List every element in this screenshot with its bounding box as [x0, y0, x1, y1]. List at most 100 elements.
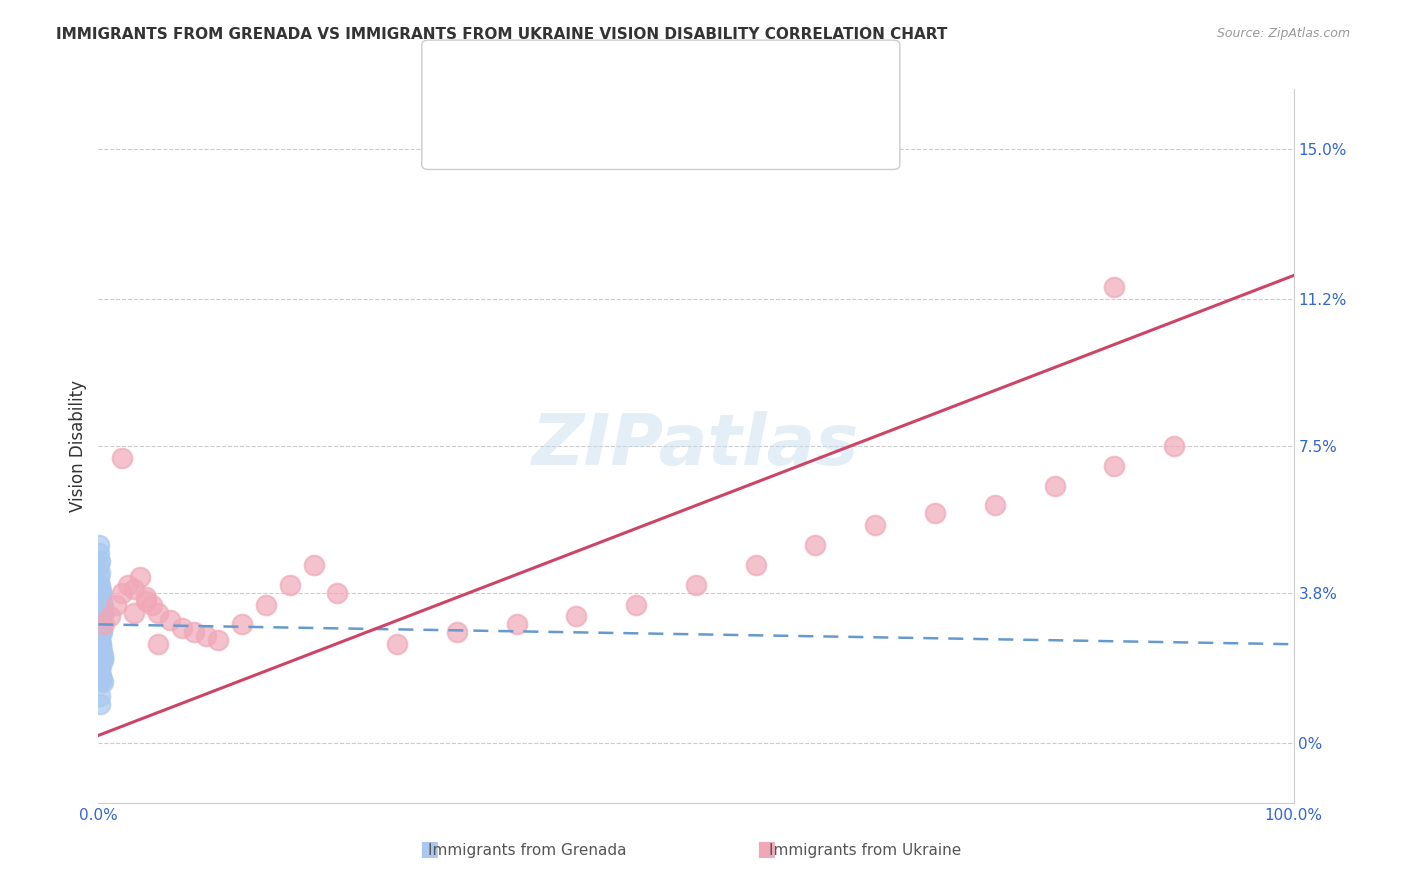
Point	[90, 669, 112, 683]
Point	[89, 657, 111, 671]
Point	[172, 621, 194, 635]
Point	[89, 663, 111, 677]
Point	[90, 588, 112, 602]
Point	[91, 647, 114, 661]
Text: ■: ■	[756, 838, 776, 858]
Point	[117, 578, 139, 592]
Point	[984, 499, 1007, 513]
Point	[90, 659, 112, 673]
Point	[111, 450, 134, 465]
Point	[89, 655, 111, 669]
Point	[90, 593, 112, 607]
Text: Source: ZipAtlas.com: Source: ZipAtlas.com	[1216, 27, 1350, 40]
Point	[89, 614, 111, 628]
Point	[91, 625, 114, 640]
Point	[89, 629, 111, 643]
Point	[195, 629, 218, 643]
Point	[91, 601, 114, 615]
Point	[87, 538, 110, 552]
Point	[90, 671, 112, 685]
Point	[91, 596, 114, 610]
Point	[1163, 439, 1185, 453]
Point	[91, 606, 114, 620]
Point	[183, 625, 205, 640]
Point	[90, 619, 112, 633]
Point	[90, 624, 112, 638]
Point	[89, 566, 111, 580]
Point	[91, 651, 114, 665]
Point	[87, 558, 110, 572]
Text: IMMIGRANTS FROM GRENADA VS IMMIGRANTS FROM UKRAINE VISION DISABILITY CORRELATION: IMMIGRANTS FROM GRENADA VS IMMIGRANTS FR…	[56, 27, 948, 42]
Point	[89, 689, 111, 703]
Y-axis label: Vision Disability: Vision Disability	[69, 380, 87, 512]
Point	[89, 697, 111, 711]
Point	[90, 641, 112, 656]
Point	[148, 606, 170, 620]
Point	[90, 621, 112, 635]
Point	[90, 591, 112, 606]
Point	[90, 639, 112, 653]
Point	[135, 593, 157, 607]
Text: ■: ■	[419, 838, 439, 858]
Point	[89, 633, 111, 648]
Point	[124, 582, 146, 596]
Point	[129, 570, 152, 584]
Point	[1043, 478, 1066, 492]
Point	[89, 611, 111, 625]
Point	[141, 598, 163, 612]
Point	[90, 583, 112, 598]
Point	[89, 615, 111, 630]
Point	[91, 649, 114, 664]
Point	[124, 606, 146, 620]
Point	[745, 558, 768, 572]
FancyBboxPatch shape	[449, 61, 498, 99]
Point	[626, 598, 648, 612]
Point	[924, 507, 946, 521]
Point	[135, 590, 157, 604]
Point	[90, 585, 112, 599]
Point	[385, 637, 409, 651]
Text: Immigrants from Grenada: Immigrants from Grenada	[427, 843, 627, 857]
FancyBboxPatch shape	[449, 111, 498, 150]
Point	[90, 673, 112, 687]
Point	[1104, 280, 1126, 294]
Point	[1104, 458, 1126, 473]
Point	[89, 590, 111, 604]
Point	[87, 661, 110, 675]
Point	[148, 637, 170, 651]
Point	[89, 665, 111, 679]
Point	[89, 632, 111, 646]
Point	[90, 645, 112, 659]
Point	[91, 599, 114, 614]
Point	[685, 578, 707, 592]
Text: Immigrants from Ukraine: Immigrants from Ukraine	[769, 843, 960, 857]
Point	[506, 617, 529, 632]
Point	[207, 633, 229, 648]
Point	[90, 598, 112, 612]
Point	[98, 609, 122, 624]
Point	[326, 585, 349, 599]
Point	[89, 546, 111, 560]
Point	[90, 617, 112, 632]
Point	[105, 598, 128, 612]
Point	[804, 538, 827, 552]
Point	[89, 554, 111, 568]
Point	[446, 625, 468, 640]
Point	[302, 558, 325, 572]
Point	[89, 582, 111, 596]
Point	[89, 667, 111, 681]
Point	[159, 614, 181, 628]
Point	[278, 578, 301, 592]
Point	[89, 570, 111, 584]
Point	[111, 585, 134, 599]
Text: ZIPatlas: ZIPatlas	[533, 411, 859, 481]
Point	[89, 578, 111, 592]
Point	[89, 609, 111, 624]
Text: R =  0.803    N = 39: R = 0.803 N = 39	[515, 121, 697, 139]
Point	[91, 674, 114, 689]
Point	[93, 617, 115, 632]
Point	[254, 598, 277, 612]
Point	[865, 518, 887, 533]
Point	[565, 609, 588, 624]
Point	[90, 643, 112, 657]
